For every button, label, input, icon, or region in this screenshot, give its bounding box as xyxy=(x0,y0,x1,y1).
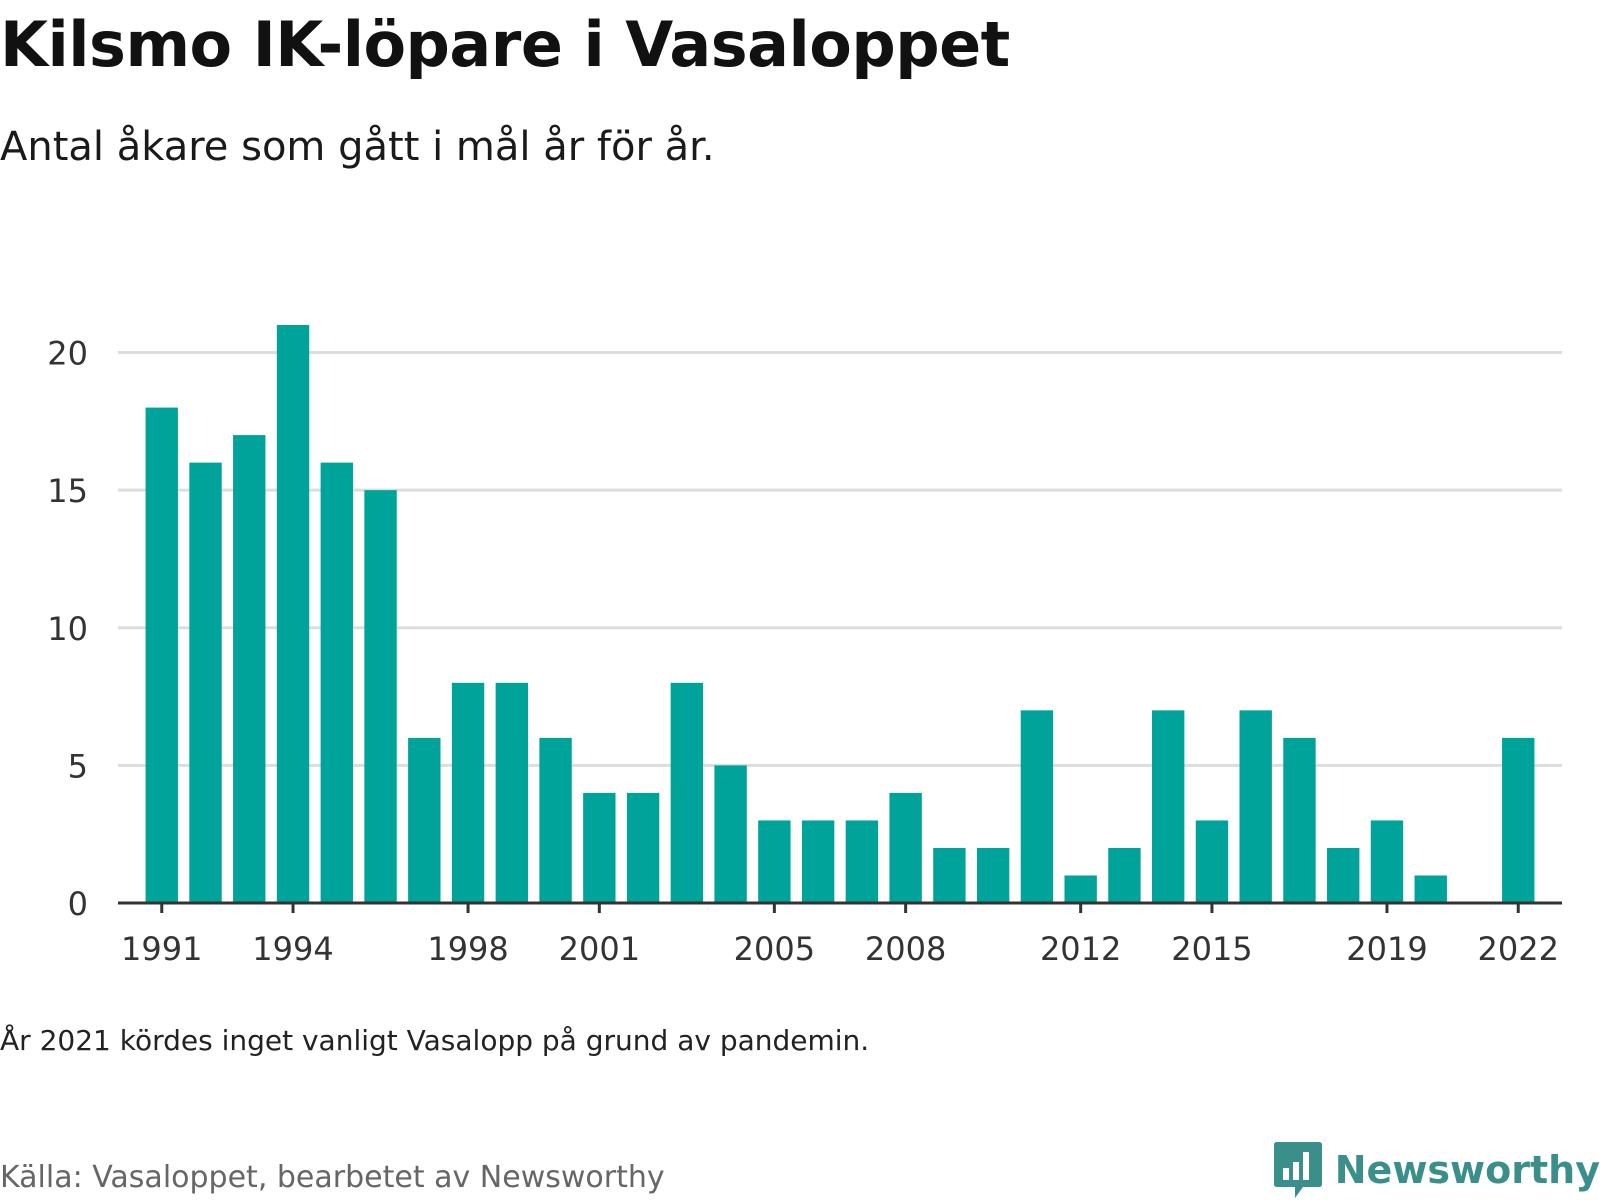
x-tick-label: 1998 xyxy=(427,930,508,968)
bar-1998 xyxy=(451,682,485,903)
x-tick-label: 2022 xyxy=(1478,930,1559,968)
bar-2000 xyxy=(539,737,572,903)
bar-1995 xyxy=(320,462,353,903)
x-tick-label: 2005 xyxy=(734,930,815,968)
x-tick-label: 2001 xyxy=(559,930,640,968)
brand-name: Newsworthy xyxy=(1334,1148,1600,1192)
y-tick-label: 0 xyxy=(68,885,88,923)
bars xyxy=(145,325,1535,903)
bar-2003 xyxy=(670,682,704,903)
x-tick-label: 2008 xyxy=(865,930,946,968)
bar-2010 xyxy=(976,847,1010,903)
bar-1996 xyxy=(364,490,397,903)
chart-title: Kilsmo IK-löpare i Vasaloppet xyxy=(0,8,1010,81)
newsworthy-bar-chart-icon xyxy=(1273,1142,1322,1198)
bar-2006 xyxy=(801,820,835,903)
bar-1999 xyxy=(495,682,529,903)
bar-1992 xyxy=(189,462,222,903)
y-tick-label: 5 xyxy=(68,747,88,785)
y-axis-tick-labels: 0 5 10 15 20 xyxy=(47,335,88,923)
bar-2020 xyxy=(1414,875,1447,903)
source-credit: Källa: Vasaloppet, bearbetet av Newswort… xyxy=(0,1160,665,1195)
bar-2011 xyxy=(1020,710,1054,903)
y-tick-label: 15 xyxy=(47,472,88,510)
bar-1994 xyxy=(276,325,310,903)
bar-2009 xyxy=(933,847,966,903)
bar-2018 xyxy=(1327,847,1360,903)
bar-2008 xyxy=(889,792,922,903)
bar-1997 xyxy=(408,737,441,903)
chart-note: År 2021 kördes inget vanligt Vasalopp på… xyxy=(0,1024,870,1057)
bar-2016 xyxy=(1239,710,1272,903)
bar-2022 xyxy=(1502,737,1535,903)
bar-2013 xyxy=(1108,847,1141,903)
y-tick-label: 20 xyxy=(47,335,88,373)
gridlines xyxy=(118,351,1562,767)
bar-2005 xyxy=(758,820,791,903)
newsworthy-brand[interactable]: Newsworthy xyxy=(1273,1140,1600,1200)
bar-2014 xyxy=(1151,710,1185,903)
bar-2017 xyxy=(1283,737,1316,903)
bar-1991 xyxy=(145,407,178,903)
chart-subtitle: Antal åkare som gått i mål år för år. xyxy=(0,124,715,170)
x-tick-label: 1991 xyxy=(121,930,202,968)
x-tick-label: 2019 xyxy=(1346,930,1427,968)
bar-1993 xyxy=(233,435,266,903)
bar-2002 xyxy=(626,792,660,903)
x-axis-tick-labels: 1991 1994 1998 2001 2005 2008 2012 2015 2019 2022 xyxy=(121,903,1559,968)
bar-2015 xyxy=(1195,820,1229,903)
x-tick-label: 2015 xyxy=(1171,930,1252,968)
bar-2004 xyxy=(714,765,747,903)
bar-2012 xyxy=(1064,875,1097,903)
bar-chart: 0 5 10 15 20 1991 1994 1998 2001 2005 2008 2012 201… xyxy=(47,325,1562,968)
y-tick-label: 10 xyxy=(47,610,88,648)
bar-2007 xyxy=(845,820,879,903)
x-tick-label: 2012 xyxy=(1040,930,1121,968)
bar-2001 xyxy=(583,792,616,903)
bar-2019 xyxy=(1370,820,1404,903)
x-tick-label: 1994 xyxy=(252,930,333,968)
